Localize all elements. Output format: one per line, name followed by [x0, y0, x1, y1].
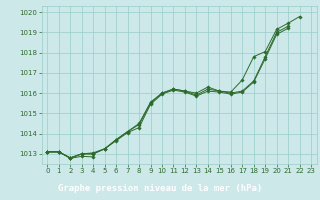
Text: Graphe pression niveau de la mer (hPa): Graphe pression niveau de la mer (hPa) — [58, 184, 262, 193]
